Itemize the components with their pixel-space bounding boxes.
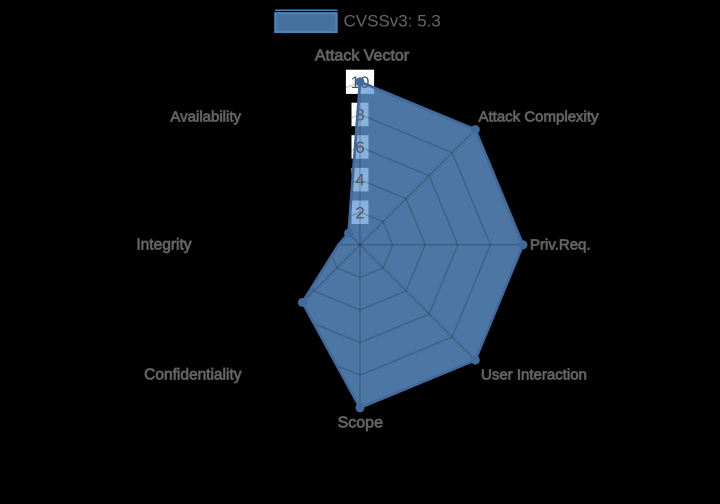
svg-text:4: 4: [355, 171, 364, 190]
svg-text:Scope: Scope: [338, 414, 383, 431]
svg-text:Priv.Req.: Priv.Req.: [530, 237, 591, 254]
svg-text:Attack Vector: Attack Vector: [315, 48, 410, 65]
svg-text:6: 6: [355, 138, 364, 157]
svg-text:CVSSv3: 5.3: CVSSv3: 5.3: [344, 11, 441, 30]
svg-text:User Interaction: User Interaction: [481, 367, 587, 384]
svg-text:Attack Complexity: Attack Complexity: [479, 109, 600, 126]
svg-text:Confidentiality: Confidentiality: [144, 367, 242, 384]
svg-text:2: 2: [355, 203, 364, 222]
svg-text:Integrity: Integrity: [136, 237, 191, 254]
svg-text:8: 8: [355, 106, 364, 125]
svg-text:Availability: Availability: [170, 109, 241, 126]
